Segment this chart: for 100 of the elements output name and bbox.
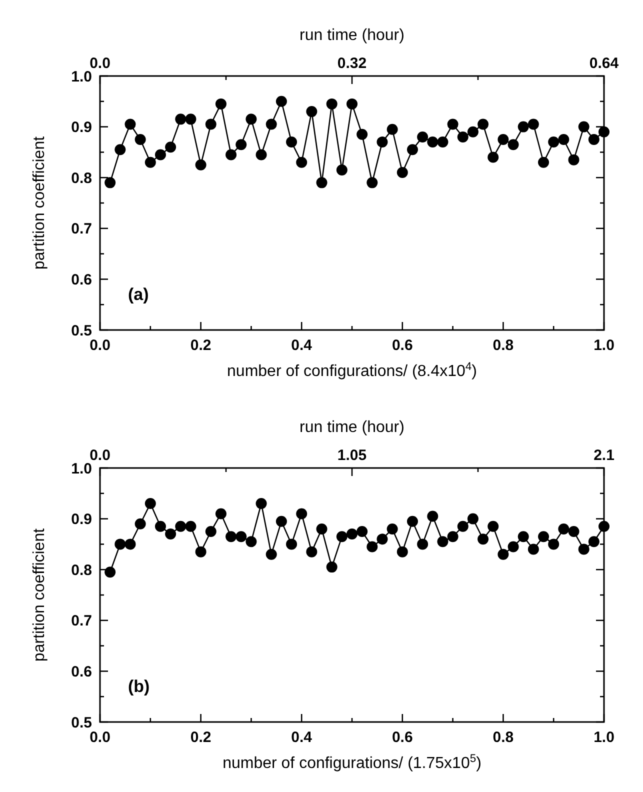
point [256,149,267,160]
point [558,523,570,534]
point [568,526,580,537]
x-axis-title: number of configurations/ (8.4x10$^{4}$) [227,361,477,380]
point [165,528,176,540]
point [437,536,448,548]
x2-axis-title: run time (hour) [300,27,404,44]
point [306,546,318,558]
annotation: (a) [128,285,149,304]
x2-tick-label: 1.05 [337,447,367,464]
x2-tick-label: 0.32 [337,55,367,72]
y-tick-label: 0.5 [71,714,92,732]
point [427,510,438,522]
x-tick-label: 0.8 [492,337,514,354]
point [558,134,570,145]
point [326,98,338,110]
point [447,531,458,542]
point [226,149,237,160]
point [598,520,610,532]
point [276,96,287,107]
point [406,144,418,156]
point [205,118,216,130]
point [124,538,136,550]
point [215,508,226,520]
point [266,548,277,560]
point [366,177,378,188]
point [236,139,247,150]
x-tick-label: 0.4 [291,337,313,354]
point [508,139,519,150]
y-tick-label: 0.8 [71,562,92,579]
y-tick-label: 0.6 [71,663,92,680]
point [165,142,176,153]
y-axis-title: partition coefficient [31,136,48,270]
point [306,106,318,118]
point [195,159,206,170]
y-tick-label: 0.7 [71,612,92,630]
point [215,98,226,110]
x-axis-title: number of configurations/ (1.75x10$^{5}$) [222,753,482,772]
point [246,536,257,548]
x-tick-label: 0.0 [90,729,110,746]
point [276,516,287,527]
point [437,136,448,148]
x-tick-label: 0.2 [190,337,212,354]
point [316,177,328,188]
point [427,136,438,148]
point [386,124,398,135]
point [205,526,216,537]
point [144,156,156,168]
point [144,498,156,510]
point [336,164,348,176]
point [366,541,378,552]
point [588,134,600,145]
x2-axis-title: run time (hour) [300,419,404,436]
y-tick-label: 0.8 [71,170,92,187]
point [538,531,550,542]
x-tick-label: 0.8 [492,729,514,746]
point [548,136,560,148]
y-tick-label: 0.9 [71,511,92,528]
point [457,520,468,532]
point [447,118,458,130]
point [346,528,358,540]
x2-tick-label: 0.0 [90,447,110,464]
point [598,126,610,138]
point [396,167,408,178]
point [134,518,146,530]
y-tick-label: 0.6 [71,271,92,288]
point [296,508,308,520]
x2-tick-label: 2.1 [594,447,614,464]
point [406,516,418,527]
point [518,531,529,542]
point [114,538,126,550]
point [508,541,519,552]
y-tick-label: 0.5 [71,322,92,340]
point [457,131,468,142]
x-tick-label: 0.2 [190,729,212,746]
point [356,128,368,140]
point [246,114,257,125]
y-tick-label: 0.9 [71,119,92,136]
annotation: (b) [128,677,150,696]
point [417,538,428,550]
point [467,126,478,138]
point [396,546,408,558]
point [346,98,358,110]
point [266,118,277,130]
point [488,152,499,163]
point [356,526,368,537]
point [498,134,509,145]
point [154,520,166,532]
point [417,131,428,142]
point [588,536,600,548]
point [548,538,560,550]
point [538,156,550,168]
point [114,144,126,156]
point [376,136,388,148]
y-tick-label: 1.0 [71,68,92,86]
point [376,534,388,545]
point [195,546,206,558]
x-tick-label: 0.6 [392,337,413,354]
point [185,114,196,125]
point [467,513,478,524]
